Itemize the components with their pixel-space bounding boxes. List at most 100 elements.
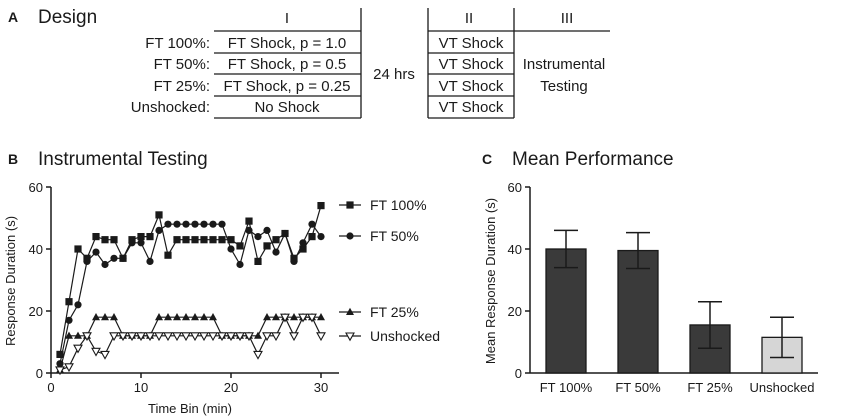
data-point-ft-50 bbox=[146, 257, 154, 265]
data-point-unshocked bbox=[100, 350, 110, 360]
bar bbox=[545, 248, 587, 374]
data-point-ft-100 bbox=[74, 245, 82, 253]
line-chart-y-title: Response Duration (s) bbox=[3, 216, 18, 346]
data-point-unshocked bbox=[118, 332, 128, 342]
data-point-ft-50 bbox=[281, 229, 289, 238]
data-point-ft-100 bbox=[191, 236, 199, 244]
panel-b-title: Instrumental Testing bbox=[38, 149, 208, 170]
data-point-unshocked bbox=[235, 332, 245, 342]
data-point-ft-50 bbox=[254, 233, 262, 241]
data-point-unshocked bbox=[217, 332, 227, 342]
data-point-ft-100 bbox=[317, 202, 325, 210]
phase-3-header: III bbox=[561, 10, 574, 27]
x-tick-label: 20 bbox=[224, 380, 238, 395]
panel-c-title: Mean Performance bbox=[512, 149, 674, 170]
data-point-ft-25 bbox=[164, 313, 172, 321]
data-point-ft-50 bbox=[308, 220, 316, 228]
legend-label-ft-25: FT 25% bbox=[370, 304, 419, 320]
phase1-ft25: FT Shock, p = 0.25 bbox=[224, 78, 351, 95]
data-point-ft-100 bbox=[209, 236, 217, 244]
phase2-unshocked: VT Shock bbox=[439, 99, 504, 116]
line-chart-x-title: Time Bin (min) bbox=[148, 401, 232, 416]
data-point-ft-50 bbox=[164, 220, 172, 228]
phase2-ft25: VT Shock bbox=[439, 78, 504, 95]
data-point-unshocked bbox=[109, 332, 119, 342]
panel-c-letter: C bbox=[482, 151, 492, 167]
data-point-ft-25 bbox=[290, 313, 298, 321]
data-point-unshocked bbox=[163, 332, 173, 342]
data-point-unshocked bbox=[208, 332, 218, 342]
bar-chart: 0 20 40 60 FT 100% FT 50% FT 25% Unshocked bbox=[508, 180, 818, 395]
data-point-ft-25 bbox=[65, 331, 73, 339]
data-point-ft-100 bbox=[146, 233, 154, 241]
y-tick-label: 20 bbox=[29, 304, 43, 319]
data-point-ft-100 bbox=[254, 257, 262, 265]
data-point-ft-25 bbox=[101, 313, 109, 321]
data-point-ft-50 bbox=[245, 226, 253, 234]
x-tick-label: 10 bbox=[134, 380, 148, 395]
phase1-unshocked: No Shock bbox=[254, 99, 320, 116]
data-point-ft-50 bbox=[272, 248, 280, 256]
data-point-ft-100 bbox=[110, 236, 118, 244]
data-point-ft-50 bbox=[74, 301, 82, 309]
data-point-unshocked bbox=[145, 332, 155, 342]
data-point-ft-50 bbox=[227, 245, 235, 253]
data-point-ft-25 bbox=[182, 313, 190, 321]
data-point-ft-100 bbox=[137, 233, 145, 241]
data-point-ft-25 bbox=[263, 313, 271, 321]
data-point-ft-50 bbox=[119, 254, 127, 262]
data-point-ft-100 bbox=[308, 233, 316, 241]
row-label-ft50: FT 50%: bbox=[154, 56, 210, 73]
data-point-unshocked bbox=[244, 332, 254, 342]
data-point-ft-50 bbox=[263, 226, 271, 234]
data-point-ft-100 bbox=[236, 242, 244, 250]
data-point-ft-100 bbox=[173, 236, 181, 244]
data-point-unshocked bbox=[226, 332, 236, 342]
phase-1-header: I bbox=[285, 10, 289, 27]
data-point-ft-50 bbox=[191, 220, 199, 228]
data-point-ft-25 bbox=[74, 331, 82, 339]
data-point-unshocked bbox=[271, 332, 281, 342]
panel-c: C Mean Performance 0 20 40 60 FT 100% FT 50% F… bbox=[482, 149, 818, 395]
data-point-ft-25 bbox=[200, 313, 208, 321]
legend-label-ft-50: FT 50% bbox=[370, 228, 419, 244]
data-point-ft-100 bbox=[65, 298, 73, 306]
y-tick-label: 0 bbox=[36, 366, 43, 381]
data-point-ft-100 bbox=[245, 217, 253, 225]
x-tick-label: 0 bbox=[47, 380, 54, 395]
phase1-ft100: FT Shock, p = 1.0 bbox=[228, 35, 347, 52]
data-point-ft-50 bbox=[92, 248, 100, 256]
y-tick-label: 60 bbox=[508, 180, 522, 195]
data-point-ft-100 bbox=[56, 350, 64, 358]
data-point-unshocked bbox=[127, 332, 137, 342]
data-point-unshocked bbox=[298, 313, 308, 323]
data-point-ft-50 bbox=[101, 260, 109, 269]
data-point-ft-100 bbox=[218, 236, 226, 244]
data-point-unshocked bbox=[289, 332, 299, 342]
row-label-ft100: FT 100%: bbox=[145, 35, 210, 52]
panel-a-letter: A bbox=[8, 9, 18, 25]
data-point-unshocked bbox=[262, 332, 272, 342]
data-point-unshocked bbox=[280, 313, 290, 323]
data-point-ft-50 bbox=[83, 257, 91, 265]
series-line-ft-100 bbox=[59, 205, 322, 355]
data-point-ft-50 bbox=[200, 220, 208, 228]
data-point-ft-100 bbox=[227, 236, 235, 244]
data-point-unshocked bbox=[307, 313, 317, 323]
data-point-ft-100 bbox=[92, 233, 100, 241]
data-point-ft-50 bbox=[236, 260, 244, 269]
data-point-ft-50 bbox=[299, 239, 307, 247]
phase3-line2: Testing bbox=[540, 78, 588, 95]
data-point-unshocked bbox=[199, 332, 209, 342]
data-point-ft-50 bbox=[182, 220, 190, 228]
data-point-ft-25 bbox=[209, 313, 217, 321]
data-point-ft-100 bbox=[200, 236, 208, 244]
legend-label-unshocked: Unshocked bbox=[370, 328, 440, 344]
x-tick-label: 30 bbox=[314, 380, 328, 395]
x-tick-label: FT 100% bbox=[540, 380, 593, 395]
y-tick-label: 40 bbox=[508, 242, 522, 257]
y-tick-label: 0 bbox=[515, 366, 522, 381]
phase2-ft100: VT Shock bbox=[439, 35, 504, 52]
legend-label-ft-100: FT 100% bbox=[370, 197, 427, 213]
delay-label: 24 hrs bbox=[373, 66, 415, 83]
